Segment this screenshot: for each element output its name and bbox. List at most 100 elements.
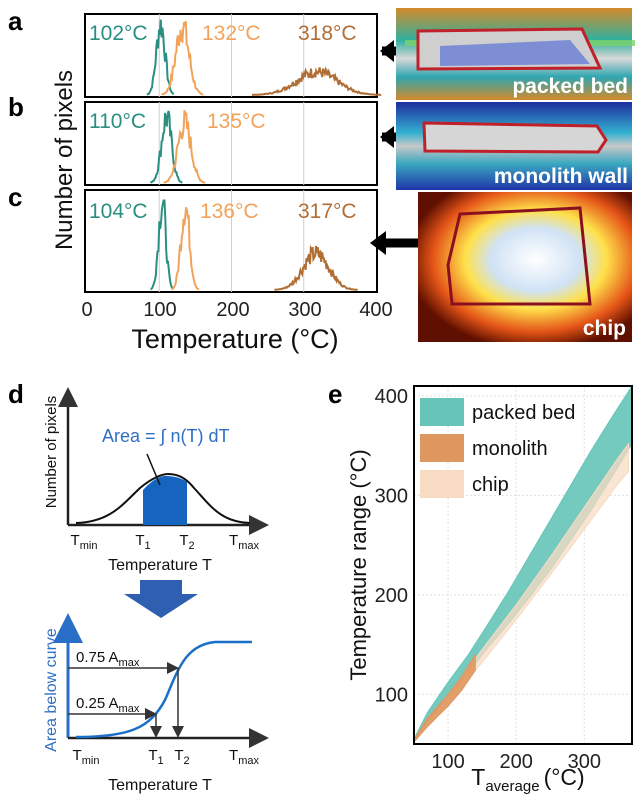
annotation-c-high: 317°C	[298, 200, 357, 223]
schematic-top-xlabel: Temperature T	[108, 557, 212, 574]
annotation-c-low: 104°C	[89, 200, 148, 223]
schematic-top-ticks: Tmin T1 T2 Tmax	[71, 532, 260, 552]
hist-trace-a-high	[252, 66, 382, 96]
chart-xtick: 100	[431, 751, 464, 773]
hist-xlabel: Temperature (°C)	[131, 324, 338, 354]
chart-xlabel-sub: average	[485, 778, 539, 795]
chart-ytick: 400	[375, 386, 408, 408]
annotation-b-low: 110°C	[89, 110, 146, 133]
tick-t1-bottom: T	[148, 747, 157, 764]
panel-label-c: c	[8, 182, 22, 212]
chart-ylabel: Temperature range (°C)	[346, 449, 371, 680]
tick-t2-bottom-sub: 2	[184, 755, 190, 767]
chart-ticks: 100 200 300 100 200 300 400	[375, 386, 601, 773]
hist-trace-c-mid	[170, 207, 200, 291]
tick-t1-bottom-sub: 1	[158, 755, 164, 767]
legend-swatch-packed-bed	[420, 398, 464, 426]
tick-tmax-top: T	[229, 532, 238, 549]
hist-xticks: 0 100 200 300 400	[81, 299, 392, 321]
tick-tmin-top-sub: min	[80, 540, 98, 552]
annotation-a-low: 102°C	[89, 22, 148, 45]
down-arrow-icon	[124, 580, 198, 618]
hist-trace-a-mid	[161, 21, 204, 96]
tick-t2-bottom: T	[174, 747, 183, 764]
svg-text:T2: T2	[174, 747, 189, 767]
svg-text:Tmin: Tmin	[73, 747, 100, 767]
tick-tmax-bottom: T	[229, 747, 238, 764]
annotation-b-mid: 135°C	[207, 110, 266, 133]
legend-swatch-monolith	[420, 434, 464, 462]
annotation-c-mid: 136°C	[200, 200, 259, 223]
chart-xtick: 200	[500, 751, 533, 773]
legend-swatch-chip	[420, 470, 464, 498]
chart-xtick: 300	[568, 751, 601, 773]
svg-text:T2: T2	[179, 532, 194, 552]
hist-xtick: 0	[81, 299, 92, 321]
level-075-sub: max	[119, 657, 140, 669]
chart-xlabel: T	[471, 764, 485, 790]
tick-t1-top-sub: 1	[145, 540, 151, 552]
annotation-a-mid: 132°C	[202, 22, 261, 45]
photo-packed-bed: packed bed	[396, 8, 635, 100]
photo-label-chip: chip	[583, 317, 626, 340]
hist-xtick: 300	[288, 299, 321, 321]
tick-t2-top-sub: 2	[189, 540, 195, 552]
tick-t2-top: T	[179, 532, 188, 549]
area-shading	[143, 476, 187, 525]
tick-tmax-top-sub: max	[238, 540, 259, 552]
legend-label-chip: chip	[472, 474, 509, 496]
svg-text:T1: T1	[135, 532, 150, 552]
legend-label-monolith: monolith	[472, 438, 548, 460]
panel-label-e: e	[328, 379, 342, 409]
tick-tmin-bottom-sub: min	[82, 755, 100, 767]
chart-ytick: 100	[375, 684, 408, 706]
level-025-label: 0.25 A	[76, 695, 119, 712]
hist-xtick: 400	[359, 299, 392, 321]
hist-trace-a-low	[146, 19, 175, 96]
hist-xtick: 100	[143, 299, 176, 321]
cumulative-curve	[75, 640, 252, 739]
chart-frame	[413, 385, 633, 745]
panel-label-a: a	[8, 6, 23, 36]
schematic-bottom-ylabel: Area below curve	[43, 628, 60, 752]
panel-label-b: b	[8, 92, 24, 122]
area-formula: Area = ∫ n(T) dT	[102, 426, 229, 446]
chart-ytick: 300	[375, 485, 408, 507]
photo-monolith-wall: monolith wall	[396, 102, 632, 190]
formula-pointer	[146, 453, 161, 486]
svg-text:Tmin: Tmin	[71, 532, 98, 552]
photo-chip: chip	[418, 192, 632, 342]
schematic-bottom: Area below curve 0.75 Amax 0.25 Amax Tmi…	[43, 613, 269, 794]
svg-text:Taverage(°C): Taverage (°C)	[471, 764, 584, 795]
distribution-curve	[75, 472, 251, 524]
chart-legend: packed bed monolith chip	[420, 398, 575, 498]
photo-label-monolith-wall: monolith wall	[494, 165, 628, 188]
level-075-label: 0.75 A	[76, 649, 119, 666]
panel-label-d: d	[8, 379, 24, 409]
schematic-top: Number of pixels Area = ∫ n(T) dT Tmin T…	[43, 387, 269, 574]
range-chart: 100 200 300 100 200 300 400 packed bed monolith…	[375, 384, 633, 773]
tick-t1-top: T	[135, 532, 144, 549]
svg-text:Tmax: Tmax	[229, 747, 259, 767]
hist-ylabel: Number of pixels	[51, 70, 78, 250]
tick-tmax-bottom-sub: max	[238, 755, 259, 767]
svg-text:Tmax: Tmax	[229, 532, 259, 552]
schematic-bottom-xlabel: Temperature T	[108, 777, 212, 794]
hist-trace-b-low	[149, 110, 183, 184]
schematic-bottom-ticks: Tmin T1 T2 Tmax	[73, 747, 260, 767]
svg-text:0.75 Amax: 0.75 Amax	[76, 649, 140, 669]
schematic-top-ylabel: Number of pixels	[43, 396, 60, 509]
hist-xtick: 200	[216, 299, 249, 321]
hist-trace-b-mid	[163, 110, 206, 184]
histogram-plots	[84, 13, 382, 293]
area-monolith	[413, 652, 476, 744]
annotation-a-high: 318°C	[298, 22, 357, 45]
legend-label-packed-bed: packed bed	[472, 402, 575, 424]
svg-text:0.25 Amax: 0.25 Amax	[76, 695, 140, 715]
photo-label-packed-bed: packed bed	[512, 75, 628, 98]
chart-xlabel-unit: (°C)	[544, 764, 585, 790]
chart-ytick: 200	[375, 585, 408, 607]
hist-trace-c-high	[274, 244, 358, 291]
svg-text:T1: T1	[148, 747, 163, 767]
